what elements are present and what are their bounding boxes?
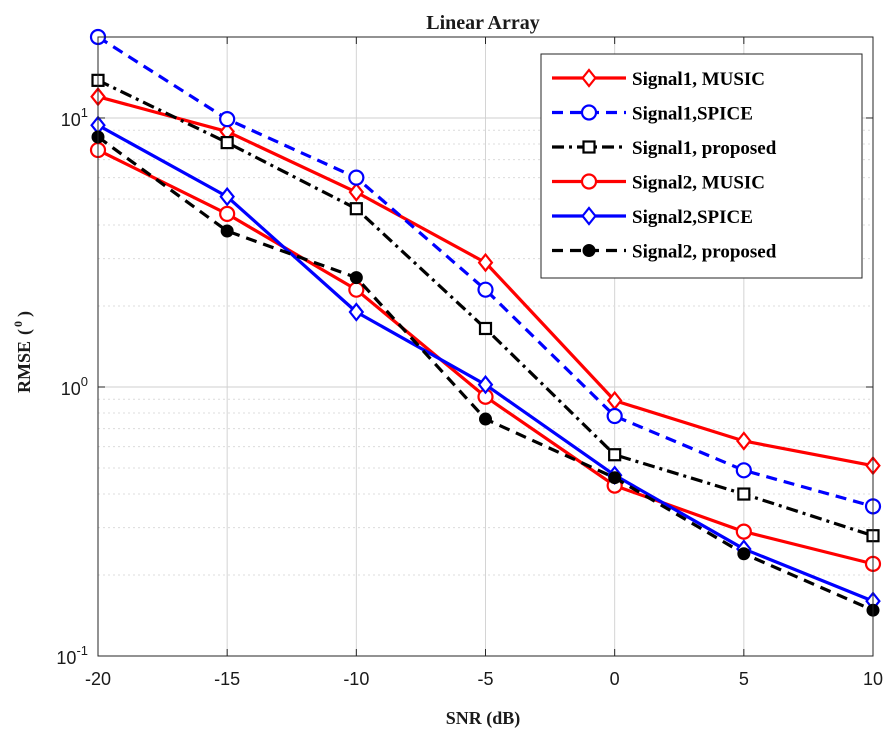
legend-label: Signal2, proposed	[632, 242, 777, 263]
x-tick-label: -5	[477, 669, 493, 689]
x-tick-label: 0	[610, 669, 620, 689]
series-layer	[89, 28, 882, 617]
circle-marker	[219, 205, 236, 222]
x-tick-label: -20	[85, 669, 111, 689]
circle-marker	[219, 111, 236, 128]
legend: Signal1, MUSIC Signal1,SPICE Signal1, prop…	[540, 53, 863, 279]
y-tick-exponent: 1	[81, 105, 88, 120]
diamond-marker	[477, 252, 494, 273]
diamond-marker	[219, 186, 235, 207]
y-axis-label-main: RMSE	[14, 341, 34, 393]
dot-marker	[737, 547, 751, 561]
diamond-marker	[736, 431, 752, 451]
square-marker	[608, 448, 622, 462]
dot-marker	[582, 244, 596, 257]
square-marker	[582, 140, 596, 154]
diamond-marker	[477, 374, 494, 395]
diamond-marker	[581, 68, 597, 88]
axes	[97, 36, 874, 657]
square-marker	[478, 321, 493, 336]
x-axis-label: SNR (dB)	[446, 708, 521, 729]
circle-marker	[735, 523, 752, 540]
y-axis-label-unit-close: )	[14, 311, 35, 317]
dot-marker	[608, 471, 622, 485]
legend-item-3: Signal1, proposed	[552, 138, 777, 159]
square-marker	[220, 135, 234, 150]
x-tick-label: -15	[214, 669, 240, 689]
circle-marker	[580, 104, 598, 121]
x-tick-label: 5	[739, 669, 749, 689]
series-6	[91, 130, 880, 617]
y-axis-label-unit-sup: 0	[11, 321, 25, 327]
y-tick-label: 100	[61, 374, 88, 399]
circle-marker	[735, 462, 752, 479]
x-tick-label: 10	[863, 669, 883, 689]
y-axis-label-unit-open: (	[14, 329, 35, 335]
legend-label: Signal2, MUSIC	[632, 173, 765, 194]
y-tick-exponent: 0	[81, 374, 88, 389]
legend-item-6: Signal2, proposed	[552, 242, 777, 263]
legend-item-2: Signal1,SPICE	[552, 104, 753, 125]
series-2	[89, 28, 882, 515]
y-tick-label: 10-1	[56, 643, 88, 668]
diamond-marker	[581, 206, 597, 226]
circle-marker	[348, 281, 365, 298]
y-tick-base: 10	[61, 110, 81, 130]
dot-marker	[220, 224, 234, 238]
circle-marker	[580, 173, 598, 190]
diamond-marker	[348, 302, 365, 322]
diamond-marker	[348, 182, 365, 202]
x-tick-label: -10	[343, 669, 369, 689]
legend-label: Signal2,SPICE	[632, 207, 753, 228]
square-marker	[737, 487, 751, 501]
y-tick-exponent: -1	[76, 643, 88, 658]
legend-item-1: Signal1, MUSIC	[552, 68, 765, 90]
y-tick-label: 101	[61, 105, 88, 130]
legend-label: Signal1, MUSIC	[632, 69, 765, 90]
chart-title: Linear Array	[426, 12, 540, 34]
legend-box	[540, 53, 863, 279]
legend-label: Signal1, proposed	[632, 138, 777, 159]
legend-item-4: Signal2, MUSIC	[552, 173, 765, 194]
y-tick-base: 10	[56, 648, 76, 668]
circle-marker	[348, 169, 365, 186]
circle-marker	[477, 281, 494, 298]
square-marker	[349, 202, 363, 216]
circle-marker	[606, 407, 623, 425]
legend-item-5: Signal2,SPICE	[552, 206, 753, 228]
y-tick-base: 10	[61, 379, 81, 399]
y-axis-label: RMSE (0)	[11, 311, 35, 393]
dot-marker	[349, 271, 363, 285]
legend-label: Signal1,SPICE	[632, 104, 753, 125]
dot-marker	[479, 412, 492, 426]
